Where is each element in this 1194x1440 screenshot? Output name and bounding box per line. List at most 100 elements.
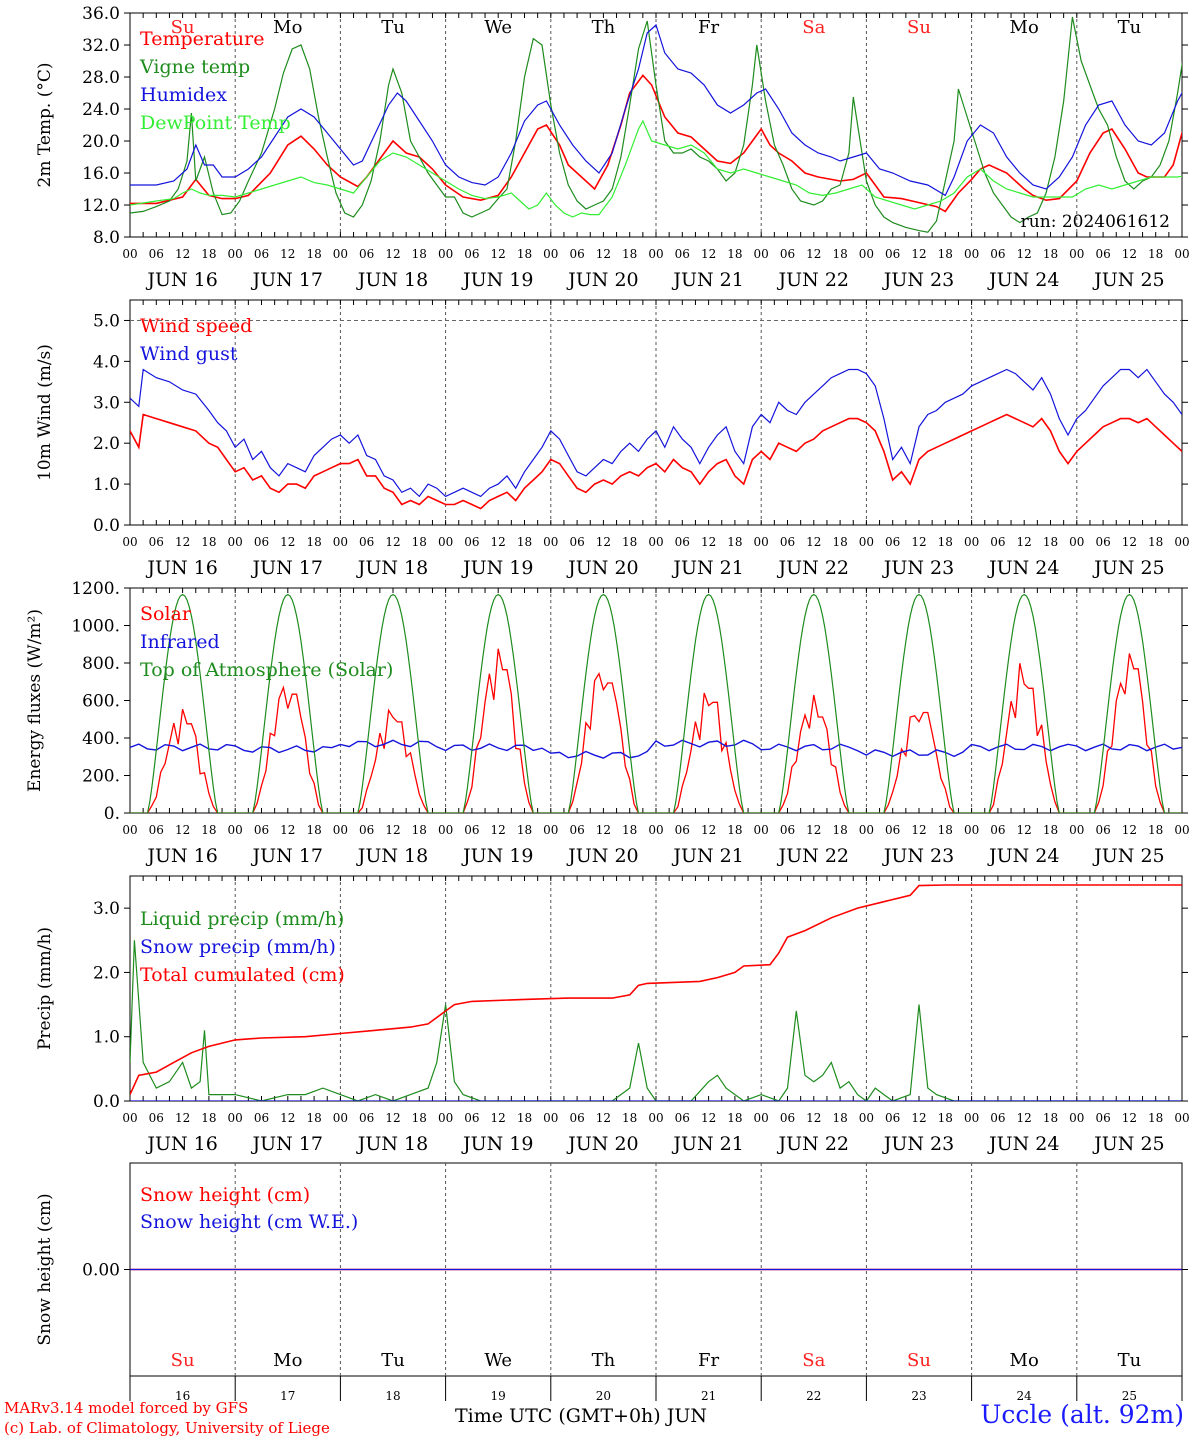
series-infrared bbox=[130, 739, 1182, 759]
x-hour-label: 06 bbox=[464, 247, 479, 261]
lab-credit: (c) Lab. of Climatology, University of L… bbox=[4, 1419, 330, 1437]
x-hour-label: 00 bbox=[648, 247, 663, 261]
x-hour-label: 18 bbox=[938, 823, 953, 837]
x-date-label: JUN 18 bbox=[356, 1133, 428, 1155]
x-date-label: JUN 21 bbox=[671, 557, 743, 579]
x-hour-label: 12 bbox=[596, 247, 611, 261]
station-label: Uccle (alt. 92m) bbox=[980, 1400, 1184, 1429]
x-date-label: JUN 16 bbox=[145, 557, 217, 579]
series-solar bbox=[130, 648, 1182, 813]
y-tick-label: 5.0 bbox=[93, 311, 120, 331]
series-wind-speed bbox=[130, 413, 1182, 510]
x-hour-label: 06 bbox=[780, 1111, 795, 1125]
x-hour-label: 06 bbox=[990, 823, 1005, 837]
y-tick-label: 2.0 bbox=[93, 434, 120, 454]
x-date-label: JUN 22 bbox=[777, 269, 849, 291]
x-hour-label: 00 bbox=[122, 823, 137, 837]
x-date-label: JUN 22 bbox=[777, 557, 849, 579]
x-hour-label: 12 bbox=[175, 1111, 190, 1125]
x-hour-label: 18 bbox=[938, 1111, 953, 1125]
x-date-number: 25 bbox=[1122, 1389, 1137, 1403]
y-tick-label: 0. bbox=[104, 804, 120, 824]
x-hour-label: 12 bbox=[1017, 247, 1032, 261]
x-hour-label: 00 bbox=[648, 1111, 663, 1125]
x-hour-label: 18 bbox=[517, 1111, 532, 1125]
x-hour-label: 18 bbox=[622, 823, 637, 837]
x-hour-label: 12 bbox=[596, 535, 611, 549]
x-hour-label: 12 bbox=[385, 823, 400, 837]
x-hour-label: 18 bbox=[517, 823, 532, 837]
x-hour-label: 18 bbox=[1043, 1111, 1058, 1125]
x-hour-label: 18 bbox=[1043, 823, 1058, 837]
x-hour-label: 06 bbox=[885, 535, 900, 549]
weekday-label: Mo bbox=[273, 17, 302, 38]
y-axis-label: Energy fluxes (W/m²) bbox=[25, 609, 45, 792]
x-hour-label: 18 bbox=[306, 1111, 321, 1125]
x-hour-label: 00 bbox=[754, 535, 769, 549]
x-date-label: JUN 16 bbox=[145, 269, 217, 291]
x-hour-label: 12 bbox=[911, 535, 926, 549]
x-hour-label: 18 bbox=[412, 247, 427, 261]
x-hour-label: 06 bbox=[675, 823, 690, 837]
x-date-label: JUN 21 bbox=[671, 1133, 743, 1155]
series-group bbox=[130, 368, 1182, 510]
x-hour-label: 12 bbox=[175, 535, 190, 549]
x-hour-label: 18 bbox=[622, 1111, 637, 1125]
x-hour-label: 00 bbox=[333, 535, 348, 549]
x-hour-label: 18 bbox=[1148, 247, 1163, 261]
legend-entry: Snow precip (mm/h) bbox=[140, 936, 336, 958]
x-date-label: JUN 18 bbox=[356, 557, 428, 579]
x-hour-label: 12 bbox=[1017, 1111, 1032, 1125]
x-hour-label: 00 bbox=[122, 247, 137, 261]
x-hour-label: 00 bbox=[543, 535, 558, 549]
x-hour-label: 00 bbox=[228, 535, 243, 549]
x-hour-label: 00 bbox=[1174, 823, 1189, 837]
x-hour-label: 00 bbox=[333, 1111, 348, 1125]
legend-entry: Vigne temp bbox=[139, 56, 250, 78]
x-hour-label: 00 bbox=[228, 823, 243, 837]
legend-entry: Snow height (cm) bbox=[140, 1184, 310, 1206]
x-hour-label: 06 bbox=[675, 247, 690, 261]
y-tick-label: 400. bbox=[82, 729, 120, 749]
x-hour-label: 12 bbox=[911, 1111, 926, 1125]
x-hour-label: 06 bbox=[254, 535, 269, 549]
weekday-label: Sa bbox=[802, 1350, 825, 1371]
x-hour-label: 00 bbox=[859, 535, 874, 549]
x-hour-label: 12 bbox=[596, 823, 611, 837]
weekday-label: Tu bbox=[1118, 1350, 1142, 1371]
x-date-label: JUN 23 bbox=[882, 557, 954, 579]
x-hour-label: 06 bbox=[359, 823, 374, 837]
x-hour-label: 12 bbox=[491, 535, 506, 549]
x-hour-label: 06 bbox=[464, 823, 479, 837]
x-hour-label: 18 bbox=[306, 535, 321, 549]
x-date-label: JUN 20 bbox=[566, 557, 638, 579]
x-date-label: JUN 22 bbox=[777, 1133, 849, 1155]
x-hour-label: 00 bbox=[438, 823, 453, 837]
y-tick-label: 3.0 bbox=[93, 899, 120, 919]
x-hour-label: 18 bbox=[306, 247, 321, 261]
x-date-label: JUN 19 bbox=[461, 1133, 533, 1155]
x-date-number: 21 bbox=[701, 1389, 716, 1403]
model-credit: MARv3.14 model forced by GFS bbox=[4, 1399, 249, 1417]
x-hour-label: 12 bbox=[701, 535, 716, 549]
x-date-label: JUN 17 bbox=[251, 269, 323, 291]
y-tick-label: 1.0 bbox=[93, 475, 120, 495]
x-hour-label: 18 bbox=[412, 823, 427, 837]
legend-entry: Top of Atmosphere (Solar) bbox=[140, 659, 393, 681]
legend-entry: DewPoint Temp bbox=[140, 112, 291, 134]
x-hour-label: 06 bbox=[359, 247, 374, 261]
y-tick-label: 2.0 bbox=[93, 963, 120, 983]
x-date-label: JUN 19 bbox=[461, 557, 533, 579]
chart-panel-4: 0.00 Snow height (cm) Su Mo Tu We Th Fr Sa Su Mo Tu… bbox=[35, 1162, 1188, 1403]
y-tick-label: 4.0 bbox=[93, 352, 120, 372]
x-date-label: JUN 16 bbox=[145, 1133, 217, 1155]
x-hour-label: 12 bbox=[1122, 1111, 1137, 1125]
x-date-label: JUN 24 bbox=[987, 845, 1059, 867]
y-tick-label: 1000. bbox=[71, 617, 120, 637]
x-hour-label: 06 bbox=[1095, 823, 1110, 837]
x-hour-label: 12 bbox=[701, 247, 716, 261]
x-hour-label: 00 bbox=[543, 247, 558, 261]
weekday-label: Tu bbox=[381, 17, 405, 38]
x-hour-label: 06 bbox=[569, 535, 584, 549]
x-hour-label: 00 bbox=[964, 823, 979, 837]
